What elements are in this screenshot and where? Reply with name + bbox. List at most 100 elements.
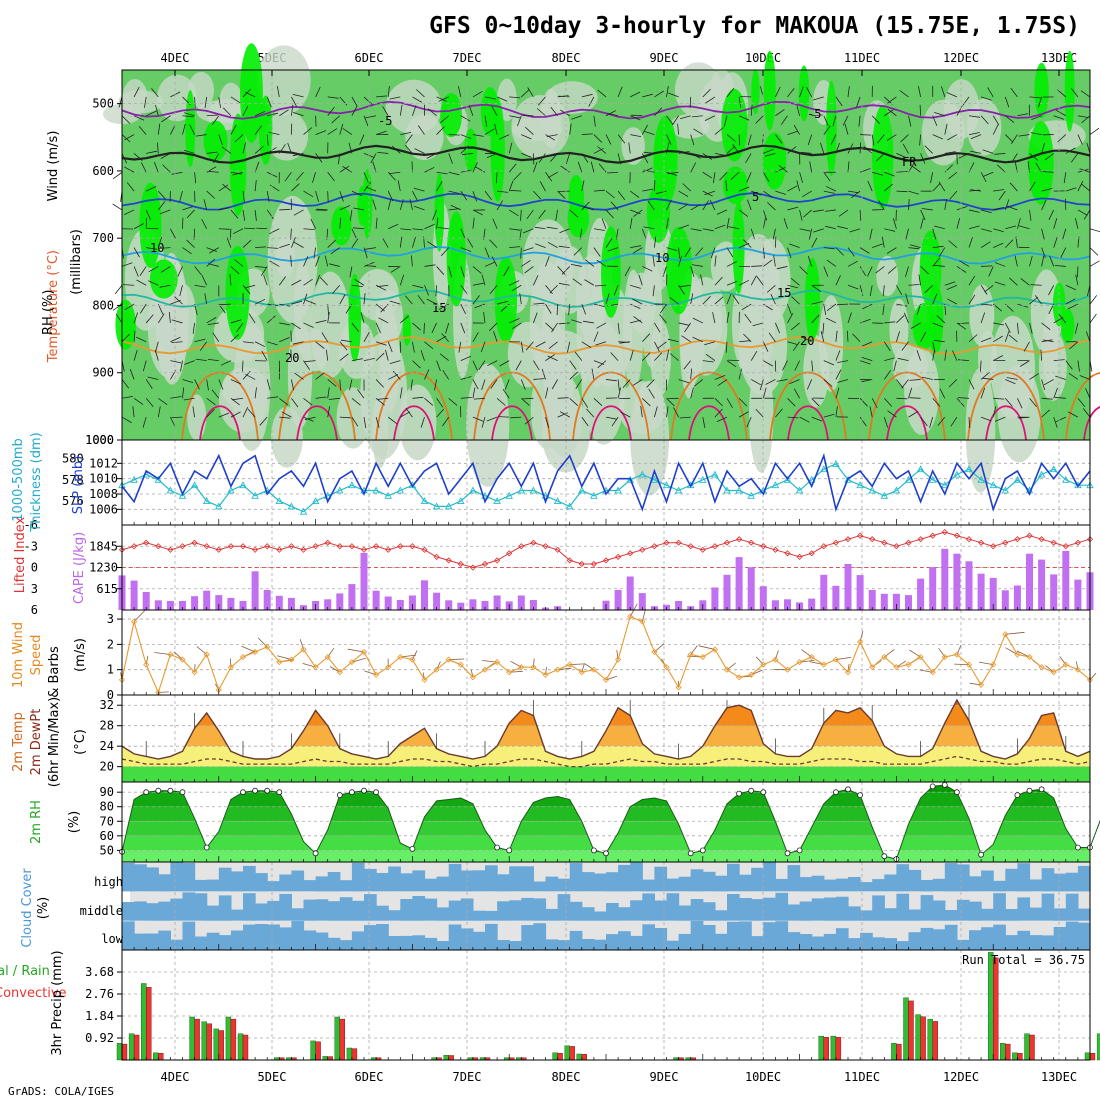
- cloud-cell: [618, 907, 631, 921]
- wind-barb: [1041, 379, 1046, 391]
- cloud-cell: [170, 862, 184, 892]
- wind-barb: [883, 370, 891, 380]
- wind-speed-marker: [518, 664, 525, 671]
- wind-speed-line: [121, 615, 1091, 695]
- wind-barb: [799, 172, 803, 183]
- wind-barb: [968, 225, 980, 230]
- wind-barb: [948, 240, 958, 248]
- wind-speed-marker: [336, 669, 343, 676]
- rain-bar: [818, 1035, 824, 1061]
- wind-barb: [678, 285, 685, 295]
- label-upper-wind: Wind (m/s): [46, 131, 61, 202]
- cloud-cell: [775, 892, 789, 921]
- cloud-cell: [702, 871, 716, 892]
- wind-barb: [847, 190, 859, 194]
- rh-marker: [699, 847, 706, 854]
- wind-barb: [491, 106, 498, 116]
- wind-barb: [460, 303, 466, 315]
- wind-barb: [474, 303, 486, 309]
- wind-barb: [242, 191, 245, 203]
- cloud-cell: [376, 873, 389, 892]
- convective-bar: [557, 1052, 563, 1061]
- wind-barb: [460, 266, 465, 278]
- rain-bar: [310, 1040, 316, 1061]
- wind-barb: [458, 341, 462, 353]
- wind-barb: [750, 104, 753, 116]
- wind-barb: [557, 397, 569, 399]
- rh-dry-patch: [876, 255, 899, 297]
- wind-barb: [146, 150, 158, 154]
- rain-bar: [1024, 1033, 1030, 1061]
- wind-barb: [159, 209, 171, 215]
- wind-speed-marker: [288, 656, 295, 663]
- cloud-cell: [896, 893, 910, 921]
- wind-barb: [1089, 260, 1100, 267]
- y-tick-label: 1000: [85, 433, 114, 447]
- wind-barb: [583, 206, 595, 211]
- wind-barb: [550, 106, 558, 116]
- cloud-cell: [630, 935, 643, 950]
- rh-marker: [1075, 844, 1081, 851]
- wind-barb: [533, 312, 538, 324]
- wind-barb: [472, 295, 480, 305]
- rh-moist-patch: [601, 226, 621, 318]
- rain-bar: [346, 1047, 353, 1061]
- wind-barb: [593, 228, 605, 231]
- contour-label: 5: [752, 190, 759, 204]
- thickness-marker: [420, 497, 429, 505]
- thickness-marker: [396, 486, 405, 494]
- wind-barb: [460, 376, 472, 380]
- wind-speed-marker: [881, 653, 888, 661]
- y-tick-label: 0.92: [85, 1031, 114, 1045]
- wind-barb: [360, 312, 365, 324]
- wind-barb: [278, 276, 287, 286]
- cape-bar: [844, 564, 852, 610]
- thickness-marker: [965, 465, 973, 473]
- wind-barb: [869, 228, 873, 240]
- cape-bar: [735, 557, 743, 610]
- wind-barb: [390, 266, 401, 273]
- wind-barb: [1069, 341, 1079, 350]
- wind-barb: [1005, 647, 1018, 655]
- wind-barb: [448, 397, 458, 406]
- wind-barb: [755, 408, 764, 418]
- wind-barb: [743, 239, 752, 248]
- wind-barb: [142, 360, 147, 372]
- wind-barb: [642, 398, 651, 407]
- wind-barb: [291, 379, 294, 391]
- wind-barb: [204, 96, 208, 108]
- thickness-marker: [384, 491, 392, 499]
- wind-barb: [601, 218, 607, 229]
- wind-barb: [690, 387, 694, 399]
- wind-barb: [799, 209, 803, 221]
- wind-barb: [523, 228, 534, 234]
- wind-barb: [294, 372, 304, 380]
- wind-barb: [387, 341, 393, 353]
- wind-barb: [413, 205, 425, 211]
- wind-barb: [420, 417, 425, 428]
- wind-barb: [884, 171, 895, 177]
- wind-barb: [558, 282, 570, 286]
- li-marker: [421, 546, 428, 553]
- warm-contour: [670, 371, 748, 441]
- wind-barb: [872, 171, 883, 176]
- li-marker: [857, 532, 864, 539]
- wind-speed-marker: [687, 651, 694, 658]
- rh-moist-patch: [494, 256, 518, 344]
- wind-barb: [714, 276, 723, 286]
- wind-barb: [956, 266, 967, 273]
- cloud-cell: [122, 863, 135, 892]
- cloud-cell: [509, 941, 522, 950]
- cape-bar: [1074, 579, 1082, 610]
- wind-speed-marker: [203, 651, 210, 658]
- cloud-cell: [424, 937, 438, 950]
- wind-barb: [728, 359, 740, 362]
- wind-barb: [768, 332, 776, 343]
- wind-barb: [823, 360, 835, 366]
- wind-barb: [762, 209, 768, 221]
- wind-barb: [1077, 134, 1083, 145]
- li-marker: [590, 560, 597, 568]
- wind-barb: [847, 284, 859, 290]
